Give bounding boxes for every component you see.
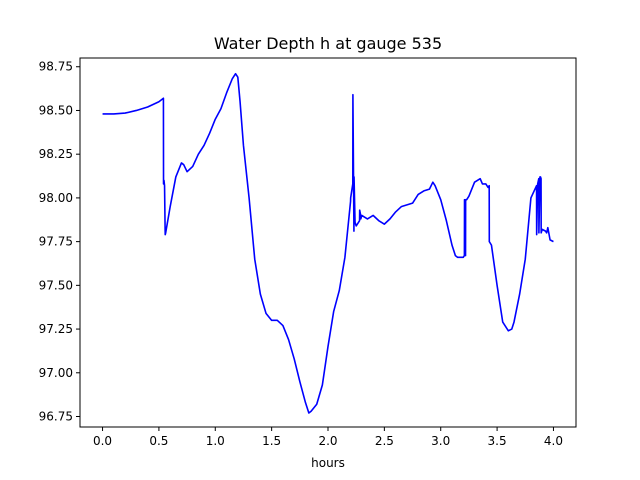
y-axis: 96.75 97.00 97.25 97.50 97.75 98.00 98.25 98.50… xyxy=(39,60,80,424)
x-tick-label: 2.0 xyxy=(318,434,337,448)
x-tick-label: 4.0 xyxy=(544,434,563,448)
y-tick-label: 96.75 xyxy=(39,410,73,424)
chart-title: Water Depth h at gauge 535 xyxy=(214,34,442,53)
plot-area xyxy=(102,72,554,414)
y-tick-label: 97.00 xyxy=(39,366,73,380)
x-tick-label: 1.0 xyxy=(206,434,225,448)
x-tick-label: 3.5 xyxy=(488,434,507,448)
y-tick-label: 97.25 xyxy=(39,322,73,336)
y-tick-label: 98.00 xyxy=(39,191,73,205)
x-axis: 0.0 0.5 1.0 1.5 2.0 2.5 3.0 3.5 4.0 xyxy=(93,427,563,448)
x-axis-label: hours xyxy=(311,456,345,470)
y-tick-label: 98.75 xyxy=(39,60,73,74)
series-line-water-depth xyxy=(102,72,554,414)
y-tick-label: 98.25 xyxy=(39,147,73,161)
x-tick-label: 0.5 xyxy=(149,434,168,448)
x-tick-label: 1.5 xyxy=(262,434,281,448)
y-tick-label: 98.50 xyxy=(39,103,73,117)
x-tick-label: 0.0 xyxy=(93,434,112,448)
y-tick-label: 97.75 xyxy=(39,235,73,249)
x-tick-label: 2.5 xyxy=(375,434,394,448)
x-tick-label: 3.0 xyxy=(431,434,450,448)
y-tick-label: 97.50 xyxy=(39,278,73,292)
